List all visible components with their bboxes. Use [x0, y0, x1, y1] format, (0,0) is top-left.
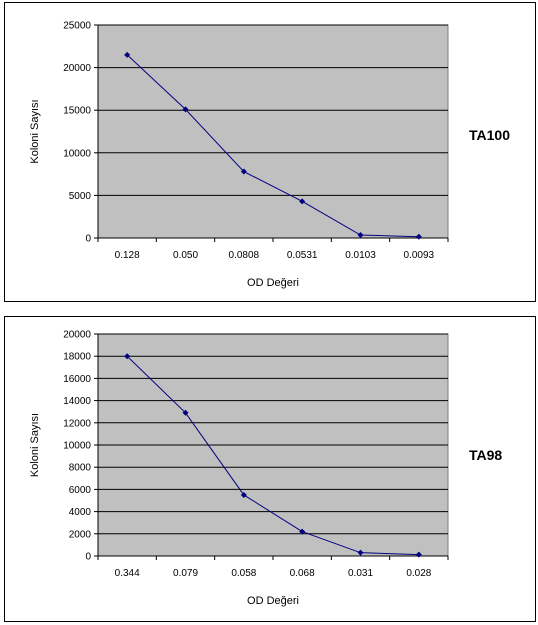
y-tick-label: 4000	[69, 507, 92, 518]
y-axis-title: Koloni Sayısı	[29, 413, 41, 477]
data-point	[415, 233, 422, 240]
data-point	[182, 106, 189, 113]
x-tick-label: 0.079	[173, 568, 198, 579]
y-tick-label: 25000	[63, 21, 91, 32]
data-point	[357, 549, 364, 556]
series-line	[126, 355, 419, 556]
y-tick-label: 0	[85, 552, 91, 563]
plot-area	[97, 24, 449, 239]
data-point	[357, 232, 364, 239]
x-tick-label: 0.068	[290, 568, 315, 579]
x-tick-label: 0.0531	[287, 250, 318, 261]
data-point	[240, 168, 247, 175]
y-tick-label: 12000	[63, 418, 91, 429]
x-tick-label: 0.028	[406, 568, 431, 579]
x-tick-label: 0.0808	[229, 250, 260, 261]
ta98-chart-svg: 0 2000 4000 6000 8000 10000 12000 14000 16000 180…	[29, 330, 502, 608]
chart-panel-ta98: 0 2000 4000 6000 8000 10000 12000 14000 16000 180…	[4, 316, 536, 622]
y-axis-title: Koloni Sayısı	[29, 99, 41, 163]
x-tick-label: 0.031	[348, 568, 373, 579]
data-point	[240, 491, 247, 498]
x-axis-title: OD Değeri	[247, 595, 299, 607]
x-tick-label: 0.128	[115, 250, 140, 261]
data-point	[124, 51, 131, 58]
x-tick-label: 0.050	[173, 250, 198, 261]
data-point	[299, 528, 306, 535]
y-tick-label: 8000	[69, 463, 92, 474]
y-tick-label: 2000	[69, 529, 92, 540]
x-axis-title: OD Değeri	[247, 277, 299, 289]
y-tick-label: 18000	[63, 352, 91, 363]
y-tick-label: 5000	[69, 191, 92, 202]
series-line	[126, 54, 419, 238]
y-tick-label: 0	[85, 234, 91, 245]
y-tick-label: 15000	[63, 106, 91, 117]
strain-label: TA98	[469, 447, 502, 463]
y-tick-label: 20000	[63, 330, 91, 341]
data-point	[299, 198, 306, 205]
data-point	[415, 551, 422, 558]
y-tick-label: 6000	[69, 485, 92, 496]
x-tick-label: 0.0103	[345, 250, 376, 261]
x-tick-label: 0.058	[231, 568, 256, 579]
data-point	[182, 409, 189, 416]
x-tick-label: 0.0093	[404, 250, 435, 261]
y-tick-label: 20000	[63, 63, 91, 74]
y-tick-label: 16000	[63, 374, 91, 385]
y-tick-label: 10000	[63, 148, 91, 159]
ta100-chart-svg: 0 5000 10000 15000 20000 25000 0.128 0.050 0.080…	[29, 21, 510, 290]
x-tick-label: 0.344	[115, 568, 140, 579]
data-point	[124, 353, 131, 360]
y-tick-label: 14000	[63, 396, 91, 407]
chart-panel-ta100: 0 5000 10000 15000 20000 25000 0.128 0.050 0.080…	[4, 2, 536, 302]
strain-label: TA100	[469, 127, 510, 143]
y-tick-label: 10000	[63, 441, 91, 452]
